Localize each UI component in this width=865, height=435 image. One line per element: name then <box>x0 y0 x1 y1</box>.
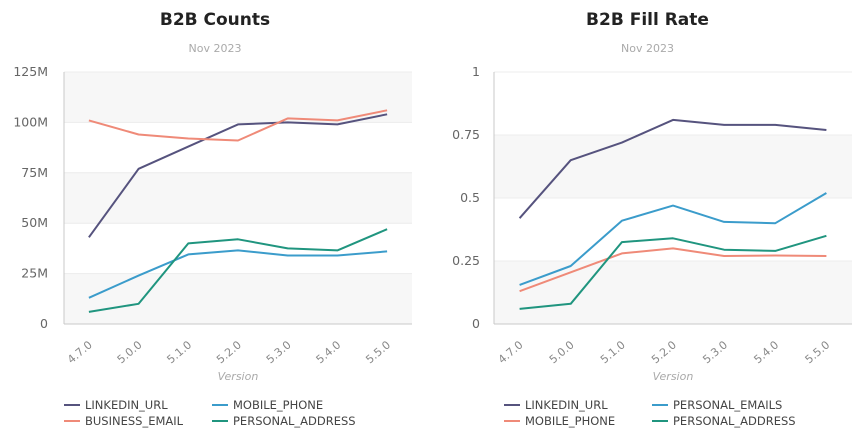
legend-label: LINKEDIN_URL <box>525 398 608 412</box>
legend-swatch <box>64 419 80 422</box>
chart-b2b-counts: B2B Counts Nov 2023 0 25M 50M 75M 100M 125M 4.… <box>0 0 430 435</box>
y-tick-label: 0.5 <box>460 190 480 205</box>
chart-subtitle: Nov 2023 <box>188 42 242 55</box>
y-tick-label: 75M <box>21 165 48 180</box>
legend-label: PERSONAL_EMAILS <box>673 398 783 412</box>
grid-band <box>64 223 412 274</box>
x-tick-label: 5.0.0 <box>547 338 577 366</box>
x-tick-label: 5.5.0 <box>803 338 833 366</box>
legend-swatch <box>652 403 668 406</box>
x-axis-label: Version <box>218 370 259 383</box>
legend-label: MOBILE_PHONE <box>525 414 616 428</box>
legend-item[interactable]: PERSONAL_ADDRESS <box>652 413 796 429</box>
legend-label: LINKEDIN_URL <box>85 398 168 412</box>
grid-band <box>64 72 412 123</box>
grid-band <box>494 198 852 261</box>
chart-title: B2B Fill Rate <box>586 10 709 30</box>
series-line-personal-address <box>88 228 388 313</box>
y-tick-label: 100M <box>13 114 48 129</box>
series-line-business-email <box>88 109 388 142</box>
legend-swatch <box>652 419 668 422</box>
x-tick-label: 5.1.0 <box>598 338 628 366</box>
chart-subtitle: Nov 2023 <box>621 42 674 55</box>
x-tick-label: 5.0.0 <box>115 338 145 366</box>
x-tick-label: 5.4.0 <box>751 338 781 366</box>
series-line-linkedin-url <box>88 113 388 238</box>
series-line-personal-emails <box>519 192 827 286</box>
x-tick-label: 5.1.0 <box>164 338 194 366</box>
x-tick-label: 5.5.0 <box>363 338 393 366</box>
x-tick-label: 4.7.0 <box>65 338 95 366</box>
x-tick-label: 4.7.0 <box>496 338 526 366</box>
legend-label: BUSINESS_EMAIL <box>85 414 184 428</box>
legend-label: PERSONAL_ADDRESS <box>233 414 356 428</box>
grid-band <box>494 261 852 324</box>
y-tick-label: 25M <box>21 266 48 281</box>
grid-band <box>64 273 412 324</box>
x-tick-label: 5.2.0 <box>214 338 244 366</box>
legend-label: PERSONAL_ADDRESS <box>673 414 796 428</box>
legend-swatch <box>504 419 520 422</box>
legend-swatch <box>504 403 520 406</box>
legend-swatch <box>64 403 80 406</box>
y-tick-label: 0.75 <box>452 127 480 142</box>
series-line-linkedin-url <box>518 118 827 219</box>
y-tick-label: 0.25 <box>452 253 480 268</box>
legend-item[interactable]: LINKEDIN_URL <box>64 397 168 413</box>
y-tick-label: 0 <box>472 316 480 331</box>
legend-label: MOBILE_PHONE <box>233 398 324 412</box>
y-tick-label: 125M <box>13 64 48 79</box>
y-tick-label: 0 <box>40 316 48 331</box>
legend-item[interactable]: MOBILE_PHONE <box>504 413 615 429</box>
series-line-mobile-phone <box>88 249 388 299</box>
legend-item[interactable]: PERSONAL_EMAILS <box>652 397 782 413</box>
x-tick-label: 5.3.0 <box>700 338 730 366</box>
grid-band <box>494 72 852 135</box>
legend-item[interactable]: PERSONAL_ADDRESS <box>212 413 356 429</box>
x-axis-label: Version <box>653 370 694 383</box>
plot-area: 0 25M 50M 75M 100M 125M 4.7.0 5.0.0 5.1.0 5.2.0 5.… <box>13 64 412 383</box>
series-line-mobile-phone <box>519 247 827 293</box>
legend-item[interactable]: LINKEDIN_URL <box>504 397 608 413</box>
legend-item[interactable]: MOBILE_PHONE <box>212 397 323 413</box>
chart-title: B2B Counts <box>159 10 271 30</box>
grid-band <box>64 122 412 173</box>
chart-b2b-fill-rate: B2B Fill Rate Nov 2023 0 0.25 0.5 0.75 1 4.7.… <box>430 0 865 435</box>
x-tick-label: 5.3.0 <box>264 338 294 366</box>
series-line-personal-address <box>519 234 827 310</box>
plot-area: 0 0.25 0.5 0.75 1 4.7.0 5.0.0 5.1.0 5.2.0 5.3.0 5.… <box>452 64 852 383</box>
grid-band <box>494 135 852 198</box>
x-tick-label: 5.4.0 <box>314 338 344 366</box>
legend-swatch <box>212 419 228 422</box>
y-tick-label: 1 <box>472 64 480 79</box>
grid-band <box>64 172 412 224</box>
legend-item[interactable]: BUSINESS_EMAIL <box>64 413 183 429</box>
x-tick-label: 5.2.0 <box>649 338 679 366</box>
y-tick-label: 50M <box>21 215 48 230</box>
legend-swatch <box>212 403 228 406</box>
